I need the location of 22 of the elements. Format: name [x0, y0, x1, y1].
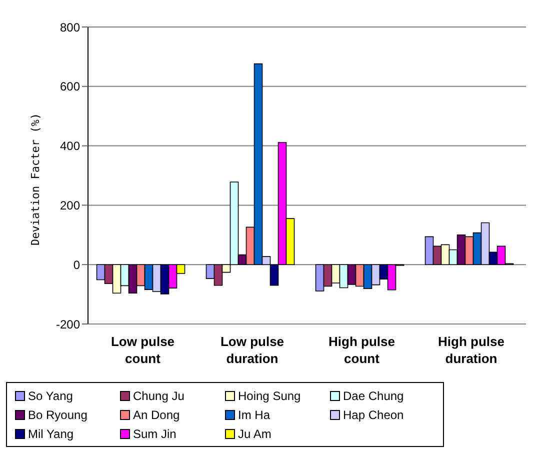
legend-label: Hoing Sung [238, 388, 301, 402]
y-tick-label: 800 [60, 20, 80, 34]
legend-label: Sum Jin [133, 426, 176, 440]
legend-label: Bo Ryoung [28, 408, 88, 422]
x-tick-label: High pulse count [328, 334, 395, 366]
legend-label: Hap Cheon [343, 408, 404, 422]
y-tick-label: 0 [73, 258, 80, 272]
legend-label: An Dong [133, 408, 180, 422]
legend-label: Chung Ju [133, 388, 184, 402]
legend-label: Mil Yang [28, 426, 74, 440]
x-tick-label: High pulse duration [438, 334, 504, 366]
x-tick-label: Low pulse count [110, 334, 175, 366]
y-tick-label: 600 [60, 80, 80, 94]
x-tick-label: Low pulse duration [220, 334, 284, 366]
legend-label: Dae Chung [343, 388, 404, 402]
y-axis-title: Deviation Facter (%) [28, 113, 42, 246]
y-tick-label: -200 [56, 317, 80, 332]
y-tick-label: 200 [60, 198, 80, 212]
legend-label: Im Ha [238, 408, 270, 422]
y-tick-label: 400 [60, 139, 80, 154]
legend-label: Ju Am [238, 426, 272, 440]
legend-label: So Yang [28, 388, 73, 402]
